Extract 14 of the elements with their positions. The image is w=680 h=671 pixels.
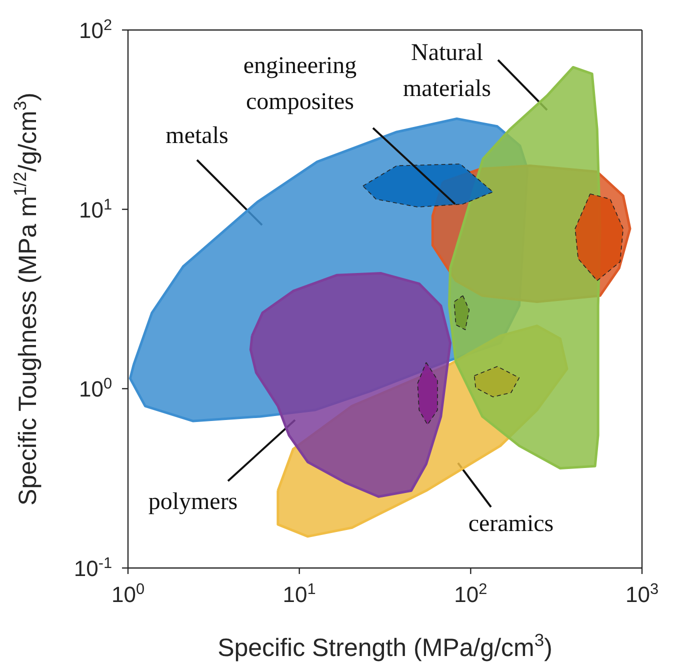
y-tick-label: 10$^{0}$ [78, 375, 112, 402]
annotation: metals [166, 123, 228, 149]
y-tick-label: 10$^{-1}$ [74, 554, 112, 581]
x-tick-label: 10$^{2}$ [454, 580, 488, 607]
x-tick-label: 10$^{3}$ [625, 580, 659, 607]
annotation: ceramics [468, 511, 554, 537]
annotation: polymers [148, 489, 238, 515]
annotation: engineering composites [243, 53, 357, 115]
annotation: Natural materials [403, 40, 491, 102]
x-tick-label: 10$^{1}$ [282, 580, 316, 607]
y-tick-label: 10$^{1}$ [78, 196, 112, 222]
x-tick-label: 10$^{0}$ [111, 580, 145, 607]
x-axis-title: Specific Strength (MPa/g/cm$^{3}$) [218, 630, 552, 662]
y-tick-label: 10$^{2}$ [78, 16, 112, 43]
